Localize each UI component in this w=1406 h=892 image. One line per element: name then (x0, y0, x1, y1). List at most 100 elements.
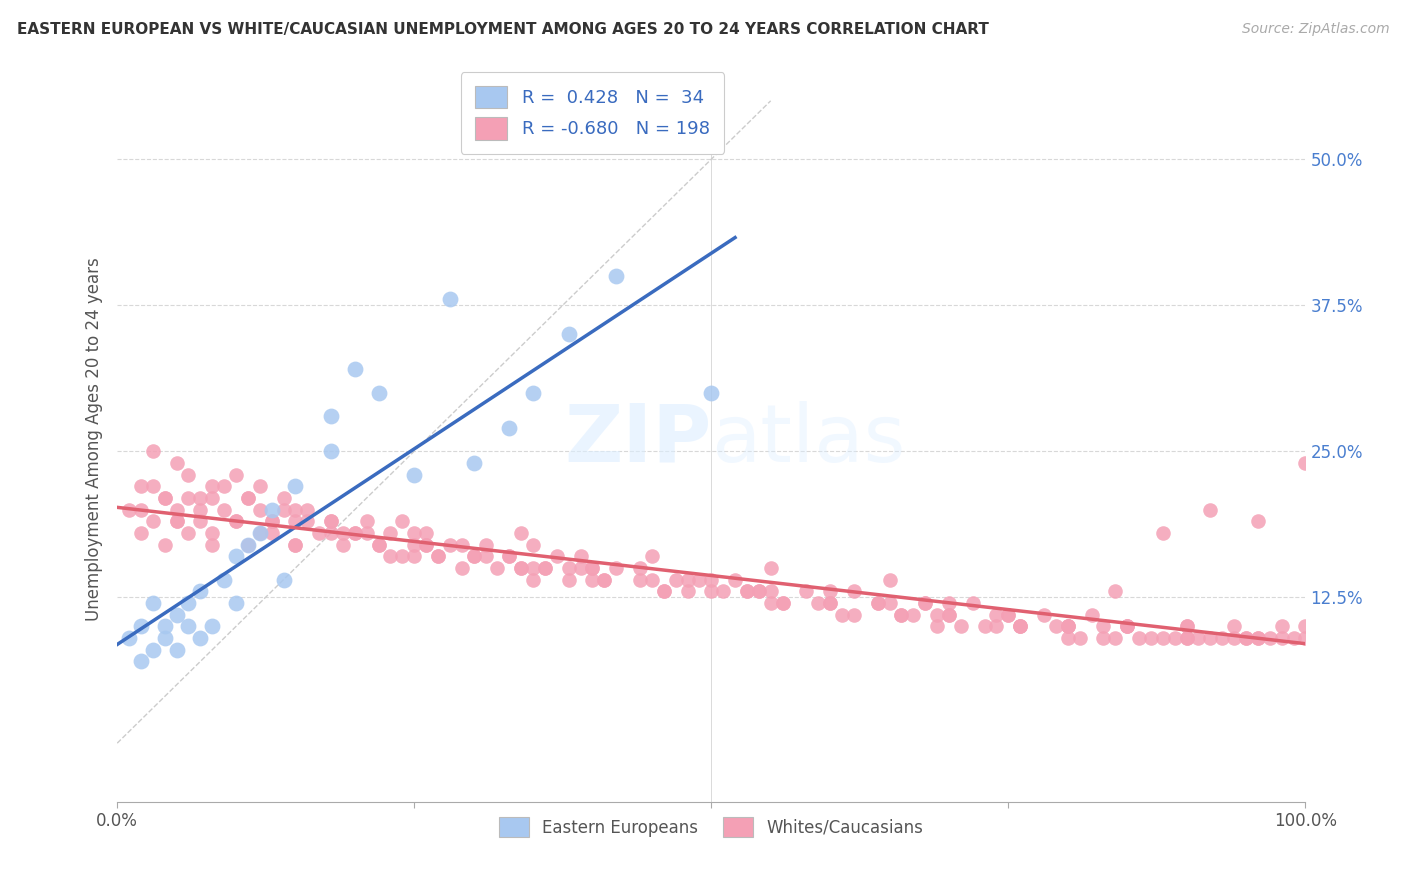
Point (260, 525, 283, 540)
Point (1175, 619, 1198, 633)
Point (260, 502, 283, 516)
Point (1140, 631, 1163, 645)
Point (260, 514, 283, 528)
Point (593, 573, 616, 587)
Point (1116, 619, 1139, 633)
Point (569, 561, 592, 575)
Point (129, 619, 152, 633)
Point (700, 584, 723, 599)
Point (273, 502, 295, 516)
Point (1116, 619, 1139, 633)
Point (1234, 631, 1257, 645)
Text: atlas: atlas (711, 401, 905, 478)
Point (498, 421, 520, 435)
Point (260, 514, 283, 528)
Point (807, 596, 830, 610)
Point (177, 525, 200, 540)
Point (153, 491, 176, 505)
Point (332, 525, 354, 540)
Point (308, 525, 330, 540)
Point (142, 514, 165, 528)
Point (450, 538, 472, 552)
Point (593, 573, 616, 587)
Point (319, 409, 342, 424)
Point (986, 619, 1008, 633)
Point (273, 491, 295, 505)
Point (879, 596, 901, 610)
Point (319, 525, 342, 540)
Point (652, 584, 675, 599)
Point (284, 514, 307, 528)
Point (735, 584, 758, 599)
Point (166, 514, 188, 528)
Point (628, 573, 651, 587)
Point (818, 584, 841, 599)
Point (166, 514, 188, 528)
Point (319, 444, 342, 458)
Point (1069, 631, 1091, 645)
Point (925, 619, 948, 633)
Point (1294, 619, 1316, 633)
Point (1033, 607, 1056, 622)
Point (534, 561, 557, 575)
Point (190, 502, 212, 516)
Point (427, 549, 450, 564)
Point (236, 538, 259, 552)
Point (557, 327, 579, 342)
Point (925, 607, 948, 622)
Point (735, 584, 758, 599)
Point (343, 525, 366, 540)
Text: ZIP: ZIP (564, 401, 711, 478)
Point (546, 549, 568, 564)
Point (665, 573, 688, 587)
Point (1223, 631, 1246, 645)
Point (404, 538, 426, 552)
Point (1056, 619, 1078, 633)
Point (190, 514, 212, 528)
Point (498, 549, 520, 564)
Point (249, 479, 271, 493)
Point (688, 573, 710, 587)
Point (759, 584, 782, 599)
Point (212, 479, 235, 493)
Point (450, 561, 472, 575)
Point (142, 596, 165, 610)
Point (391, 549, 413, 564)
Point (581, 561, 603, 575)
Point (534, 561, 557, 575)
Point (1056, 631, 1078, 645)
Point (177, 491, 200, 505)
Point (236, 491, 259, 505)
Point (997, 607, 1019, 622)
Point (463, 549, 485, 564)
Point (557, 573, 579, 587)
Point (153, 491, 176, 505)
Point (1010, 619, 1032, 633)
Point (297, 514, 319, 528)
Point (866, 596, 889, 610)
Point (581, 573, 603, 587)
Point (962, 596, 984, 610)
Point (949, 619, 972, 633)
Text: Source: ZipAtlas.com: Source: ZipAtlas.com (1241, 22, 1389, 37)
Point (380, 549, 402, 564)
Point (1271, 631, 1294, 645)
Point (628, 561, 651, 575)
Point (201, 538, 224, 552)
Point (724, 573, 747, 587)
Point (177, 467, 200, 482)
Point (297, 502, 319, 516)
Point (1175, 631, 1198, 645)
Point (153, 538, 176, 552)
Point (1211, 631, 1233, 645)
Point (129, 525, 152, 540)
Point (700, 385, 723, 400)
Point (1152, 631, 1174, 645)
Point (1175, 631, 1198, 645)
Point (249, 525, 271, 540)
Point (1116, 619, 1139, 633)
Point (463, 549, 485, 564)
Point (938, 607, 960, 622)
Point (1092, 619, 1115, 633)
Point (177, 619, 200, 633)
